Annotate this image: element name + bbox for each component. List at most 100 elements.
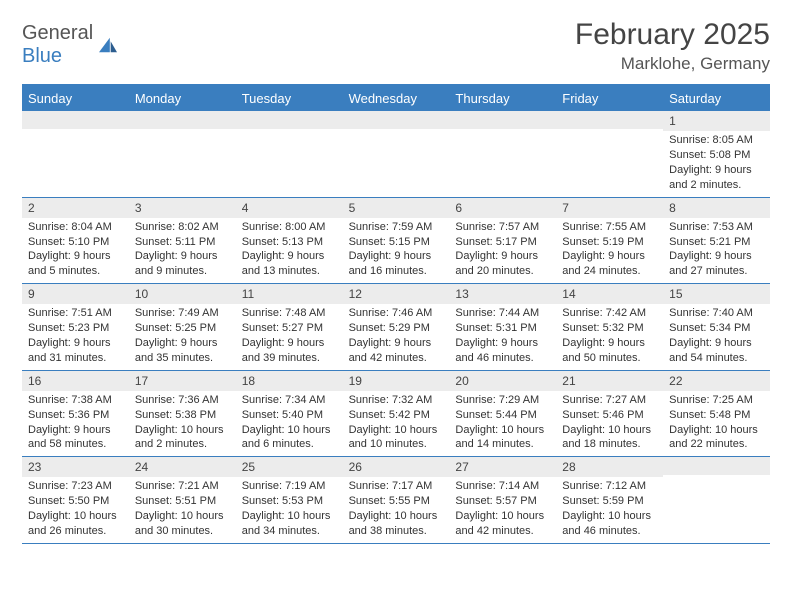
day-number: 20 <box>449 371 556 391</box>
sunrise-text: Sunrise: 7:53 AM <box>669 220 764 235</box>
weeks-container: 1Sunrise: 8:05 AMSunset: 5:08 PMDaylight… <box>22 111 770 544</box>
daylight-text: Daylight: 9 hours and 27 minutes. <box>669 249 764 279</box>
dayname: Tuesday <box>236 86 343 111</box>
day-body <box>129 129 236 179</box>
day-number: 11 <box>236 284 343 304</box>
day-cell <box>343 111 450 197</box>
day-cell: 7Sunrise: 7:55 AMSunset: 5:19 PMDaylight… <box>556 198 663 284</box>
day-cell: 8Sunrise: 7:53 AMSunset: 5:21 PMDaylight… <box>663 198 770 284</box>
day-cell: 21Sunrise: 7:27 AMSunset: 5:46 PMDayligh… <box>556 371 663 457</box>
day-number: 27 <box>449 457 556 477</box>
day-number: 3 <box>129 198 236 218</box>
day-body <box>556 129 663 179</box>
sunrise-text: Sunrise: 7:38 AM <box>28 393 123 408</box>
day-number: 7 <box>556 198 663 218</box>
day-body: Sunrise: 7:32 AMSunset: 5:42 PMDaylight:… <box>343 391 450 456</box>
day-cell: 22Sunrise: 7:25 AMSunset: 5:48 PMDayligh… <box>663 371 770 457</box>
sunrise-text: Sunrise: 7:23 AM <box>28 479 123 494</box>
header: General Blue February 2025 Marklohe, Ger… <box>22 18 770 74</box>
day-body: Sunrise: 7:21 AMSunset: 5:51 PMDaylight:… <box>129 477 236 542</box>
day-cell: 23Sunrise: 7:23 AMSunset: 5:50 PMDayligh… <box>22 457 129 543</box>
day-cell: 19Sunrise: 7:32 AMSunset: 5:42 PMDayligh… <box>343 371 450 457</box>
dayname: Monday <box>129 86 236 111</box>
sunrise-text: Sunrise: 7:49 AM <box>135 306 230 321</box>
day-body: Sunrise: 7:25 AMSunset: 5:48 PMDaylight:… <box>663 391 770 456</box>
day-cell: 24Sunrise: 7:21 AMSunset: 5:51 PMDayligh… <box>129 457 236 543</box>
day-body: Sunrise: 7:19 AMSunset: 5:53 PMDaylight:… <box>236 477 343 542</box>
week-row: 16Sunrise: 7:38 AMSunset: 5:36 PMDayligh… <box>22 371 770 458</box>
day-number <box>343 111 450 129</box>
sunset-text: Sunset: 5:10 PM <box>28 235 123 250</box>
dayname: Sunday <box>22 86 129 111</box>
sunrise-text: Sunrise: 7:51 AM <box>28 306 123 321</box>
day-number <box>236 111 343 129</box>
daylight-text: Daylight: 9 hours and 39 minutes. <box>242 336 337 366</box>
day-cell: 1Sunrise: 8:05 AMSunset: 5:08 PMDaylight… <box>663 111 770 197</box>
daylight-text: Daylight: 10 hours and 38 minutes. <box>349 509 444 539</box>
day-number: 6 <box>449 198 556 218</box>
day-cell: 6Sunrise: 7:57 AMSunset: 5:17 PMDaylight… <box>449 198 556 284</box>
day-body: Sunrise: 7:48 AMSunset: 5:27 PMDaylight:… <box>236 304 343 369</box>
day-number: 12 <box>343 284 450 304</box>
day-number: 2 <box>22 198 129 218</box>
day-body: Sunrise: 8:00 AMSunset: 5:13 PMDaylight:… <box>236 218 343 283</box>
day-cell: 28Sunrise: 7:12 AMSunset: 5:59 PMDayligh… <box>556 457 663 543</box>
day-number: 8 <box>663 198 770 218</box>
dayname: Thursday <box>449 86 556 111</box>
day-body: Sunrise: 7:29 AMSunset: 5:44 PMDaylight:… <box>449 391 556 456</box>
daylight-text: Daylight: 9 hours and 13 minutes. <box>242 249 337 279</box>
daylight-text: Daylight: 9 hours and 24 minutes. <box>562 249 657 279</box>
sunrise-text: Sunrise: 7:32 AM <box>349 393 444 408</box>
calendar: Sunday Monday Tuesday Wednesday Thursday… <box>22 84 770 544</box>
month-title: February 2025 <box>575 18 770 52</box>
daylight-text: Daylight: 9 hours and 16 minutes. <box>349 249 444 279</box>
sunrise-text: Sunrise: 8:02 AM <box>135 220 230 235</box>
day-body: Sunrise: 7:17 AMSunset: 5:55 PMDaylight:… <box>343 477 450 542</box>
daylight-text: Daylight: 9 hours and 5 minutes. <box>28 249 123 279</box>
day-cell <box>449 111 556 197</box>
day-body: Sunrise: 7:38 AMSunset: 5:36 PMDaylight:… <box>22 391 129 456</box>
day-body: Sunrise: 7:44 AMSunset: 5:31 PMDaylight:… <box>449 304 556 369</box>
day-cell: 10Sunrise: 7:49 AMSunset: 5:25 PMDayligh… <box>129 284 236 370</box>
day-number: 22 <box>663 371 770 391</box>
daylight-text: Daylight: 10 hours and 2 minutes. <box>135 423 230 453</box>
day-cell: 20Sunrise: 7:29 AMSunset: 5:44 PMDayligh… <box>449 371 556 457</box>
sunset-text: Sunset: 5:34 PM <box>669 321 764 336</box>
day-body: Sunrise: 7:36 AMSunset: 5:38 PMDaylight:… <box>129 391 236 456</box>
day-cell <box>556 111 663 197</box>
day-cell: 12Sunrise: 7:46 AMSunset: 5:29 PMDayligh… <box>343 284 450 370</box>
day-number: 19 <box>343 371 450 391</box>
day-number <box>556 111 663 129</box>
sunrise-text: Sunrise: 7:27 AM <box>562 393 657 408</box>
sunset-text: Sunset: 5:19 PM <box>562 235 657 250</box>
sunset-text: Sunset: 5:51 PM <box>135 494 230 509</box>
day-cell: 3Sunrise: 8:02 AMSunset: 5:11 PMDaylight… <box>129 198 236 284</box>
sunset-text: Sunset: 5:40 PM <box>242 408 337 423</box>
sunset-text: Sunset: 5:36 PM <box>28 408 123 423</box>
logo-word2: Blue <box>22 45 62 67</box>
sunset-text: Sunset: 5:32 PM <box>562 321 657 336</box>
logo: General Blue <box>22 18 119 68</box>
sunset-text: Sunset: 5:55 PM <box>349 494 444 509</box>
dayname-row: Sunday Monday Tuesday Wednesday Thursday… <box>22 86 770 111</box>
day-body <box>22 129 129 179</box>
sunset-text: Sunset: 5:59 PM <box>562 494 657 509</box>
day-number: 25 <box>236 457 343 477</box>
daylight-text: Daylight: 9 hours and 58 minutes. <box>28 423 123 453</box>
day-cell: 25Sunrise: 7:19 AMSunset: 5:53 PMDayligh… <box>236 457 343 543</box>
day-cell: 13Sunrise: 7:44 AMSunset: 5:31 PMDayligh… <box>449 284 556 370</box>
sunrise-text: Sunrise: 7:44 AM <box>455 306 550 321</box>
sunrise-text: Sunrise: 7:29 AM <box>455 393 550 408</box>
daylight-text: Daylight: 9 hours and 50 minutes. <box>562 336 657 366</box>
day-body: Sunrise: 8:05 AMSunset: 5:08 PMDaylight:… <box>663 131 770 196</box>
day-cell: 11Sunrise: 7:48 AMSunset: 5:27 PMDayligh… <box>236 284 343 370</box>
day-number: 1 <box>663 111 770 131</box>
sunrise-text: Sunrise: 7:17 AM <box>349 479 444 494</box>
sunrise-text: Sunrise: 7:59 AM <box>349 220 444 235</box>
week-row: 23Sunrise: 7:23 AMSunset: 5:50 PMDayligh… <box>22 457 770 544</box>
daylight-text: Daylight: 9 hours and 31 minutes. <box>28 336 123 366</box>
sunset-text: Sunset: 5:25 PM <box>135 321 230 336</box>
sunset-text: Sunset: 5:27 PM <box>242 321 337 336</box>
sunrise-text: Sunrise: 7:57 AM <box>455 220 550 235</box>
sunrise-text: Sunrise: 8:05 AM <box>669 133 764 148</box>
